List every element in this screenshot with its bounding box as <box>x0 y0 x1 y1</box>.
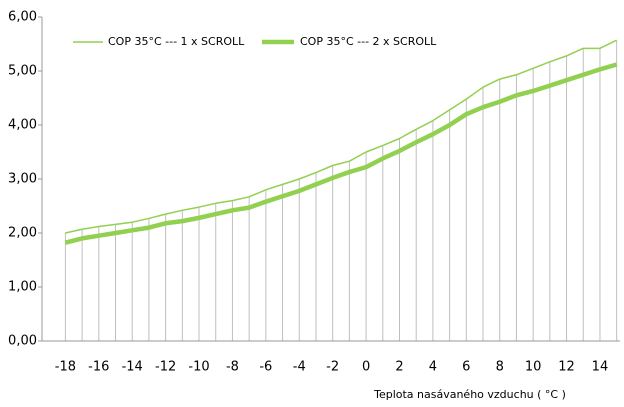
x-tick-label: 10 <box>525 360 542 375</box>
x-tick-label: -2 <box>326 360 339 375</box>
y-tick-label: 6,00 <box>8 10 37 25</box>
x-tick-label: 14 <box>592 360 609 375</box>
x-tick-label: -18 <box>55 360 76 375</box>
y-tick-label: 3,00 <box>8 172 37 187</box>
x-tick-label: -8 <box>226 360 239 375</box>
series-line <box>65 39 617 234</box>
x-axis-label: Teplota nasávaného vzduchu ( °C ) <box>373 388 566 401</box>
series-line <box>64 62 618 245</box>
y-tick-label: 4,00 <box>8 118 37 133</box>
x-tick-label: -12 <box>155 360 176 375</box>
y-tick-label: 2,00 <box>8 226 37 241</box>
x-tick-label: 0 <box>362 360 370 375</box>
legend-label: COP 35°C --- 1 x SCROLL <box>108 35 245 48</box>
x-tick-label: -16 <box>88 360 109 375</box>
x-tick-label: 6 <box>462 360 470 375</box>
x-tick-label: -10 <box>188 360 209 375</box>
legend-label: COP 35°C --- 2 x SCROLL <box>300 35 437 48</box>
y-tick-label: 1,00 <box>8 280 37 295</box>
x-tick-label: 8 <box>496 360 504 375</box>
x-tick-label: 12 <box>558 360 575 375</box>
y-tick-label: 0,00 <box>8 334 37 349</box>
x-tick-label: -14 <box>122 360 143 375</box>
x-tick-label: 2 <box>395 360 403 375</box>
y-tick-label: 5,00 <box>8 64 37 79</box>
x-tick-label: -4 <box>293 360 306 375</box>
x-tick-label: -6 <box>259 360 272 375</box>
x-tick-label: 4 <box>429 360 437 375</box>
